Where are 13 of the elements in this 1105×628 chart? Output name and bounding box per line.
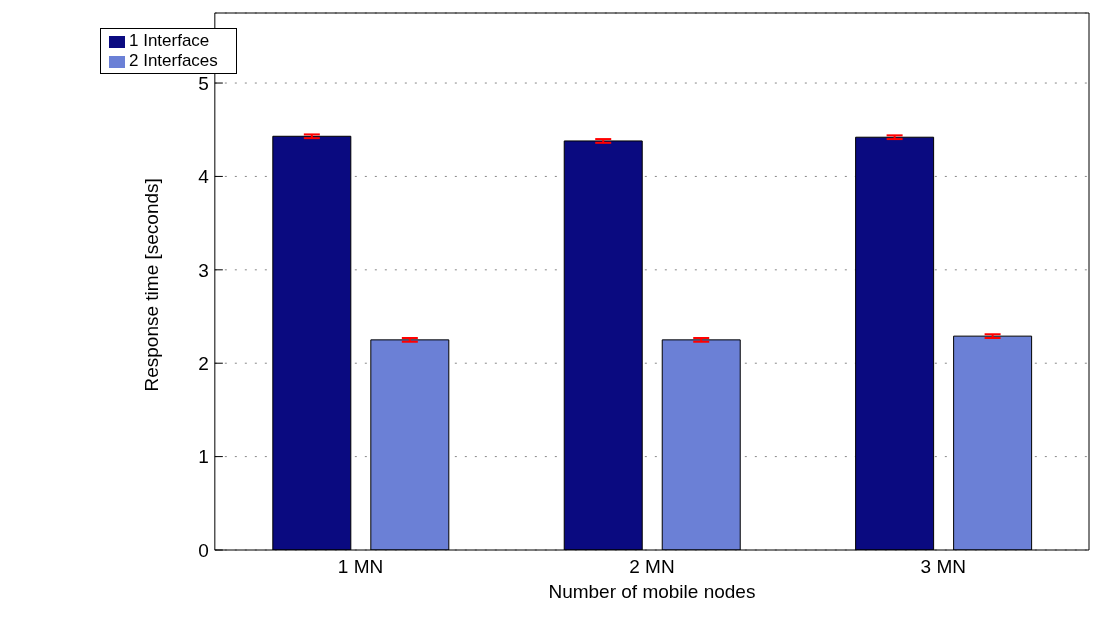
y-tick-label: 0 (198, 539, 209, 561)
legend-label: 2 Interfaces (129, 51, 218, 70)
legend-label: 1 Interface (129, 31, 210, 50)
y-tick-label: 4 (198, 166, 210, 188)
y-tick-label: 2 (198, 352, 209, 374)
y-tick-label: 1 (198, 446, 209, 468)
x-tick-label: 3 MN (920, 556, 967, 578)
y-tick-label: 5 (198, 72, 209, 94)
y-tick-label: 3 (198, 259, 209, 281)
x-axis-title: Number of mobile nodes (548, 581, 756, 603)
y-axis-title: Response time [seconds] (140, 178, 162, 392)
x-tick-label: 2 MN (629, 556, 675, 578)
x-tick-label: 1 MN (337, 556, 384, 578)
